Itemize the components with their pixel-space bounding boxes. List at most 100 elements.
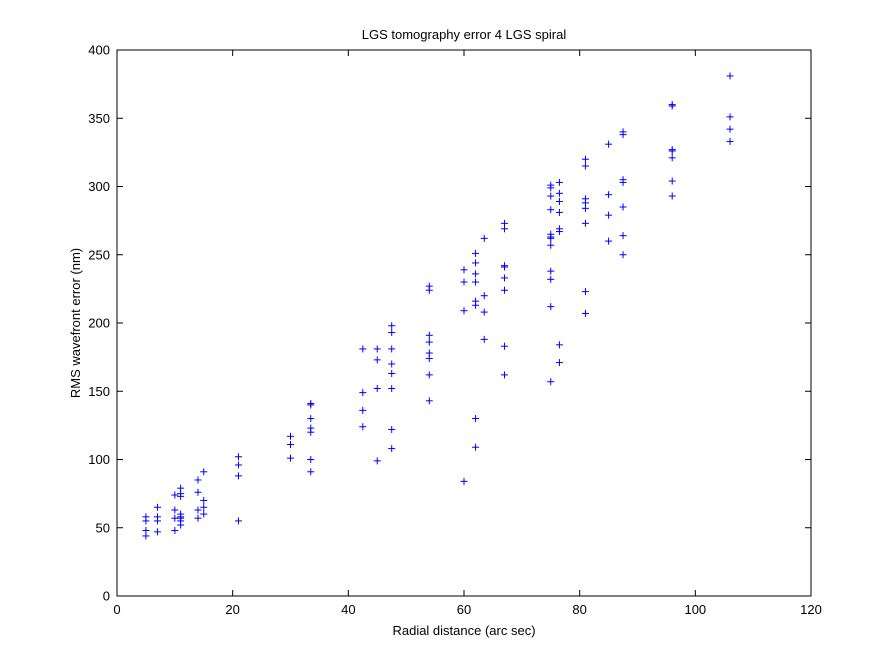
data-point bbox=[425, 331, 433, 339]
y-tick-label: 150 bbox=[88, 384, 110, 399]
data-point bbox=[153, 528, 161, 536]
data-point bbox=[425, 371, 433, 379]
data-point bbox=[373, 457, 381, 465]
axis-tick-labels: 0 20 40 60 80 100 120 0 50 100 150 200 250 300 350 400 bbox=[88, 43, 822, 618]
data-point bbox=[425, 397, 433, 405]
data-point bbox=[480, 308, 488, 316]
x-tick-label: 20 bbox=[225, 602, 239, 617]
data-point bbox=[287, 454, 294, 462]
y-tick-label: 50 bbox=[96, 520, 110, 535]
data-point bbox=[726, 137, 734, 145]
data-point bbox=[726, 113, 734, 121]
data-point bbox=[668, 102, 676, 110]
data-point bbox=[555, 178, 563, 186]
data-point bbox=[547, 241, 555, 249]
data-point bbox=[388, 345, 396, 353]
data-point bbox=[388, 425, 396, 433]
x-tick-label: 100 bbox=[684, 602, 706, 617]
data-point bbox=[605, 140, 613, 148]
data-point bbox=[171, 491, 179, 499]
data-point bbox=[359, 423, 367, 431]
data-point bbox=[480, 335, 488, 343]
data-point bbox=[177, 521, 185, 529]
data-point bbox=[555, 228, 563, 236]
data-point bbox=[425, 354, 433, 362]
data-point bbox=[726, 125, 734, 133]
y-tick-label: 200 bbox=[88, 316, 110, 331]
data-point bbox=[388, 385, 396, 393]
data-point bbox=[547, 275, 555, 283]
data-point bbox=[581, 204, 589, 212]
data-point bbox=[619, 178, 627, 186]
y-tick-label: 300 bbox=[88, 179, 110, 194]
data-point bbox=[307, 428, 315, 436]
data-point bbox=[460, 477, 468, 485]
data-point bbox=[472, 415, 480, 423]
data-point bbox=[605, 191, 613, 199]
data-point bbox=[200, 503, 208, 511]
data-point bbox=[480, 234, 488, 242]
data-point bbox=[619, 251, 627, 259]
data-point bbox=[472, 270, 480, 278]
data-point bbox=[581, 219, 589, 227]
data-point bbox=[472, 249, 480, 257]
data-point bbox=[460, 266, 468, 274]
data-point bbox=[194, 488, 202, 496]
data-point bbox=[547, 303, 555, 311]
data-point bbox=[388, 445, 396, 453]
x-tick-label: 120 bbox=[800, 602, 822, 617]
data-point bbox=[425, 338, 433, 346]
data-points bbox=[142, 72, 734, 540]
data-point bbox=[287, 440, 294, 448]
y-tick-label: 400 bbox=[88, 43, 110, 58]
data-point bbox=[200, 468, 208, 476]
data-point bbox=[547, 192, 555, 200]
data-point bbox=[194, 476, 202, 484]
data-point bbox=[555, 208, 563, 216]
data-point bbox=[359, 406, 367, 414]
data-point bbox=[605, 211, 613, 219]
data-point bbox=[142, 532, 150, 540]
data-point bbox=[234, 517, 242, 525]
data-point bbox=[619, 203, 627, 211]
x-axis-label: Radial distance (arc sec) bbox=[392, 623, 535, 638]
x-tick-label: 80 bbox=[572, 602, 586, 617]
x-tick-label: 40 bbox=[341, 602, 355, 617]
data-point bbox=[472, 278, 480, 286]
data-point bbox=[287, 432, 294, 440]
data-point bbox=[581, 309, 589, 317]
data-point bbox=[668, 154, 676, 162]
data-point bbox=[581, 155, 589, 163]
data-point bbox=[307, 468, 315, 476]
data-point bbox=[472, 259, 480, 267]
data-point bbox=[605, 237, 613, 245]
data-point bbox=[555, 198, 563, 206]
data-point bbox=[177, 492, 185, 500]
data-point bbox=[153, 517, 161, 525]
y-tick-label: 0 bbox=[103, 589, 110, 604]
data-point bbox=[668, 192, 676, 200]
data-point bbox=[388, 329, 396, 337]
data-point bbox=[555, 359, 563, 367]
data-point bbox=[373, 356, 381, 364]
data-point bbox=[547, 267, 555, 275]
data-point bbox=[388, 370, 396, 378]
x-tick-label: 0 bbox=[113, 602, 120, 617]
data-point bbox=[472, 301, 480, 309]
data-point bbox=[171, 506, 179, 514]
data-point bbox=[234, 472, 242, 480]
data-point bbox=[460, 278, 468, 286]
data-point bbox=[388, 360, 396, 368]
y-tick-label: 350 bbox=[88, 111, 110, 126]
data-point bbox=[234, 453, 242, 461]
data-point bbox=[619, 131, 627, 139]
data-point bbox=[359, 345, 367, 353]
data-point bbox=[472, 443, 480, 451]
data-point bbox=[547, 184, 555, 192]
data-point bbox=[425, 286, 433, 294]
data-point bbox=[500, 371, 508, 379]
data-point bbox=[307, 456, 315, 463]
data-point bbox=[373, 345, 381, 353]
data-point bbox=[547, 378, 555, 386]
